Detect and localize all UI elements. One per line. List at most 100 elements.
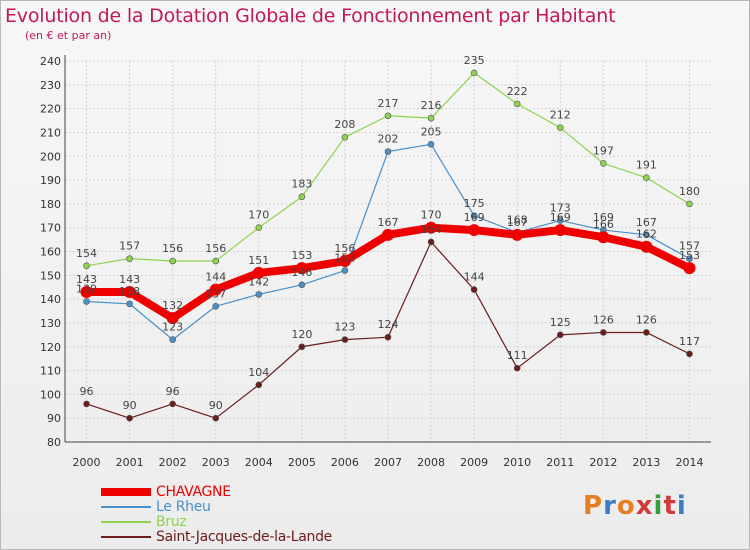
data-point: [169, 257, 176, 265]
data-label: 90: [123, 399, 137, 412]
y-tick-label: 220: [40, 103, 61, 116]
logo-letter: r: [603, 491, 617, 521]
data-label: 132: [162, 299, 183, 312]
data-label: 90: [209, 399, 223, 412]
data-label: 156: [205, 242, 226, 255]
data-label: 216: [421, 99, 442, 112]
data-label: 217: [378, 97, 399, 110]
x-tick-label: 2006: [331, 456, 359, 469]
x-tick-label: 2001: [116, 456, 144, 469]
data-label: 126: [636, 313, 657, 326]
data-point: [83, 262, 90, 270]
data-point: [384, 333, 392, 341]
data-point: [83, 400, 90, 408]
data-label: 126: [593, 313, 614, 326]
data-point: [427, 114, 435, 122]
data-label: 167: [636, 216, 657, 229]
data-label: 169: [550, 211, 571, 224]
data-label: 183: [291, 178, 312, 191]
data-point: [126, 300, 133, 308]
logo-letter: i: [653, 491, 664, 521]
data-label: 138: [119, 285, 140, 298]
data-point: [427, 141, 435, 148]
data-point: [643, 231, 650, 239]
data-point: [382, 228, 394, 241]
data-point: [80, 285, 93, 298]
data-point: [556, 217, 564, 224]
data-point: [686, 350, 693, 358]
x-tick-label: 2007: [374, 456, 402, 469]
data-label: 96: [166, 385, 180, 398]
x-tick-label: 2002: [159, 456, 187, 469]
data-point: [255, 224, 263, 231]
series-lines: [80, 69, 696, 422]
data-point: [643, 174, 650, 181]
y-tick-label: 100: [40, 388, 61, 401]
data-label: 205: [421, 125, 442, 138]
legend-swatch: [101, 488, 151, 496]
legend-label: CHAVAGNE: [156, 484, 231, 500]
x-tick-label: 2009: [460, 456, 488, 469]
legend-label: Le Rheu: [156, 499, 211, 515]
data-point: [686, 200, 693, 208]
data-label: 104: [248, 366, 269, 379]
data-point: [600, 160, 607, 167]
data-point: [384, 148, 392, 155]
data-label: 167: [507, 216, 528, 229]
y-tick-label: 170: [40, 222, 61, 235]
data-label: 153: [679, 249, 700, 262]
data-label: 157: [119, 240, 140, 253]
x-tick-label: 2012: [589, 456, 617, 469]
data-label: 139: [76, 283, 97, 296]
data-label: 151: [248, 254, 269, 267]
data-point: [298, 281, 306, 289]
data-label: 164: [421, 223, 442, 236]
data-label: 120: [291, 328, 312, 341]
data-label: 144: [464, 271, 485, 284]
logo-letter: o: [616, 491, 636, 521]
data-label: 202: [378, 132, 399, 145]
data-point: [341, 336, 349, 343]
data-label: 235: [464, 54, 485, 67]
data-label: 169: [593, 211, 614, 224]
y-tick-label: 150: [40, 269, 61, 282]
data-label: 96: [80, 385, 94, 398]
data-point: [212, 414, 220, 422]
data-point: [511, 228, 524, 241]
data-label: 153: [291, 249, 312, 262]
data-label: 144: [205, 271, 226, 284]
data-point: [341, 267, 349, 274]
data-label: 212: [550, 109, 571, 122]
data-label: 208: [334, 118, 355, 131]
data-label: 137: [205, 287, 226, 300]
data-label: 152: [334, 252, 355, 265]
data-label: 180: [679, 185, 700, 198]
data-label: 169: [464, 211, 485, 224]
data-point: [384, 112, 392, 120]
legend-swatch: [101, 506, 151, 508]
data-point: [513, 100, 521, 108]
data-point: [123, 285, 136, 298]
data-label: 156: [334, 242, 355, 255]
x-tick-label: 2011: [546, 456, 574, 469]
chart-subtitle: (en € et par an): [25, 29, 112, 42]
data-point: [255, 381, 263, 389]
chart-title: Evolution de la Dotation Globale de Fonc…: [5, 5, 616, 27]
x-tick-label: 2010: [503, 456, 531, 469]
data-point: [556, 124, 564, 131]
data-point: [209, 283, 222, 296]
x-tick-label: 2000: [73, 456, 101, 469]
data-point: [169, 336, 176, 343]
data-point: [425, 221, 438, 234]
data-point: [252, 266, 265, 279]
data-point: [683, 262, 696, 275]
data-point: [640, 240, 653, 253]
y-tick-label: 120: [40, 341, 61, 354]
y-tick-label: 180: [40, 198, 61, 211]
x-tick-label: 2003: [202, 456, 230, 469]
data-point: [597, 231, 610, 244]
data-label: 173: [550, 202, 571, 215]
data-point: [341, 133, 349, 141]
y-tick-label: 230: [40, 79, 61, 92]
